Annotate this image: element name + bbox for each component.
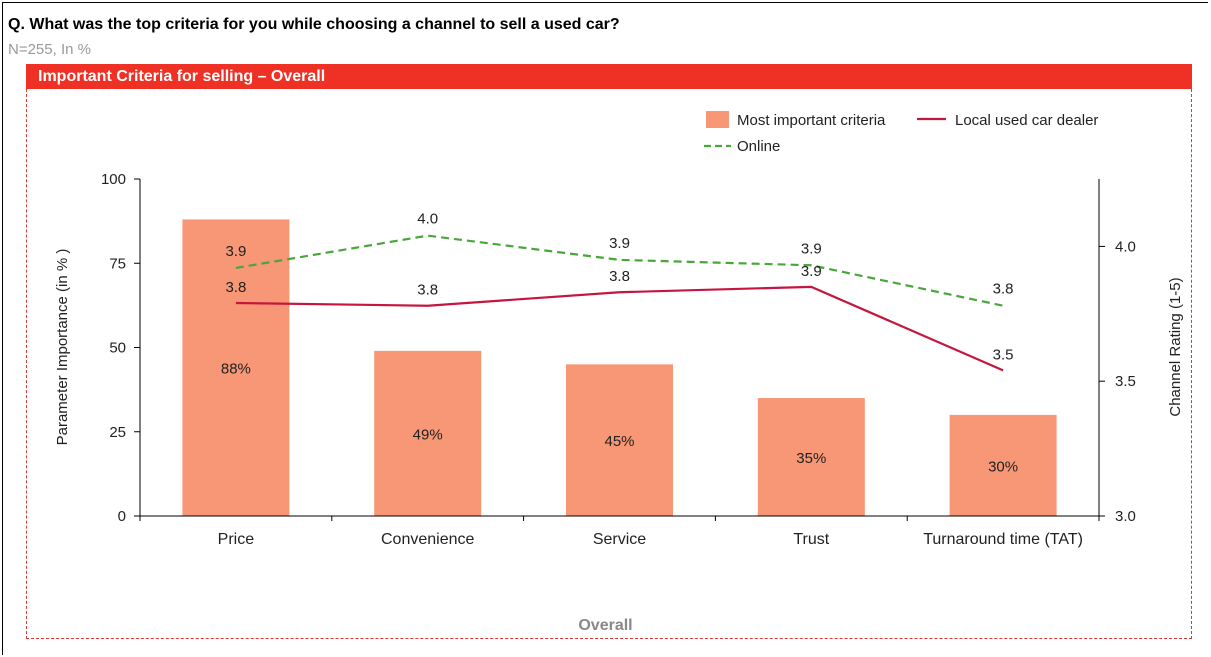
category-label: Service — [593, 531, 646, 548]
category-label: Convenience — [381, 531, 475, 548]
y2-axis-title: Channel Rating (1-5) — [1167, 277, 1184, 416]
right-tick-label: 4.0 — [1115, 238, 1136, 255]
dealer-data-label: 3.9 — [801, 263, 822, 280]
sample-size-note: N=255, In % — [8, 41, 91, 58]
right-tick-label: 3.5 — [1115, 373, 1136, 390]
dealer-line — [235, 285, 1004, 372]
bar-data-label: 49% — [413, 426, 443, 443]
bar-data-label: 88% — [221, 361, 251, 378]
y-axis-title: Parameter Importance (in % ) — [54, 249, 71, 446]
left-tick-label: 25 — [109, 424, 126, 441]
dealer-data-label: 3.8 — [225, 279, 246, 296]
question-title: Q. What was the top criteria for you whi… — [8, 16, 620, 33]
category-label: Turnaround time (TAT) — [923, 531, 1083, 548]
legend-swatch-bar — [706, 111, 729, 128]
category-label: Price — [218, 531, 255, 548]
bar-data-label: 35% — [796, 450, 826, 467]
dealer-data-label: 3.8 — [609, 268, 630, 285]
category-label: Trust — [793, 531, 829, 548]
chart-panel — [26, 89, 1192, 639]
dealer-data-label: 3.8 — [417, 282, 438, 299]
chart-banner: Important Criteria for selling – Overall — [26, 64, 1192, 89]
overall-label: Overall — [578, 617, 633, 634]
online-data-label: 3.9 — [225, 243, 246, 260]
online-data-label: 3.9 — [609, 235, 630, 252]
bar-1 — [182, 219, 290, 516]
legend-label-bar: Most important criteria — [737, 112, 886, 129]
bar-4 — [757, 398, 865, 516]
left-tick-label: 0 — [118, 508, 126, 525]
legend-label-online: Online — [737, 138, 780, 155]
right-tick-label: 3.0 — [1115, 508, 1136, 525]
bar-data-label: 30% — [988, 458, 1018, 475]
online-data-label: 3.9 — [801, 240, 822, 257]
dealer-data-label: 3.5 — [993, 346, 1014, 363]
bar-2 — [374, 350, 482, 516]
bar-3 — [566, 364, 673, 516]
left-tick-label: 100 — [101, 171, 126, 188]
bar-data-label: 45% — [604, 433, 634, 450]
online-data-label: 3.8 — [993, 281, 1014, 298]
left-tick-label: 50 — [109, 340, 126, 357]
online-data-label: 4.0 — [417, 211, 438, 228]
bar-5 — [949, 414, 1057, 516]
left-tick-label: 75 — [109, 255, 126, 272]
legend-label-dealer: Local used car dealer — [955, 112, 1098, 129]
